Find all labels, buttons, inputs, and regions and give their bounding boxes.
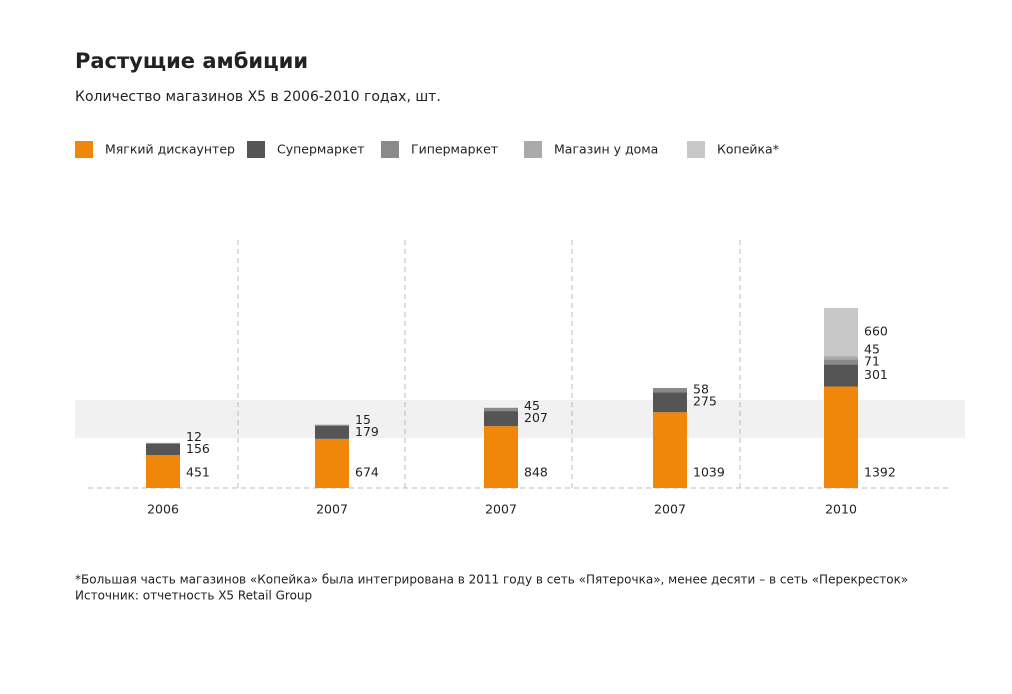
bar-segment bbox=[315, 425, 349, 439]
bar-segment bbox=[315, 438, 349, 488]
bar-segment bbox=[824, 308, 858, 357]
bar-segment bbox=[484, 411, 518, 427]
legend-label: Магазин у дома bbox=[554, 142, 658, 157]
bar-segment bbox=[146, 442, 180, 444]
value-label: 45 bbox=[864, 341, 880, 356]
value-label: 451 bbox=[186, 465, 210, 480]
value-label: 15 bbox=[355, 412, 371, 427]
x-tick-label: 2010 bbox=[825, 502, 857, 517]
bar-segment bbox=[146, 455, 180, 488]
value-label: 1392 bbox=[864, 465, 896, 480]
x-tick-label: 2007 bbox=[316, 502, 348, 517]
x-tick-label: 2007 bbox=[654, 502, 686, 517]
bar-segment bbox=[824, 356, 858, 360]
bar-segment bbox=[484, 407, 518, 412]
chart-title: Растущие амбиции bbox=[75, 49, 308, 73]
value-label: 848 bbox=[524, 465, 548, 480]
highlight-band bbox=[75, 400, 965, 438]
value-label: 12 bbox=[186, 429, 202, 444]
chart-subtitle: Количество магазинов X5 в 2006-2010 года… bbox=[75, 89, 441, 105]
x-tick-label: 2007 bbox=[485, 502, 517, 517]
bar-segment bbox=[824, 359, 858, 365]
footnote: *Большая часть магазинов «Копейка» была … bbox=[75, 573, 908, 587]
value-label: 179 bbox=[355, 424, 379, 439]
bar-segment bbox=[653, 412, 687, 488]
legend-label: Мягкий дискаунтер bbox=[105, 142, 235, 157]
bar-segment bbox=[653, 387, 687, 393]
value-label: 45 bbox=[524, 398, 540, 413]
value-label: 58 bbox=[693, 382, 709, 397]
legend-swatch bbox=[247, 141, 265, 158]
bar-segment bbox=[315, 424, 349, 426]
legend-label: Супермаркет bbox=[277, 142, 364, 157]
legend-label: Гипермаркет bbox=[411, 142, 498, 157]
value-label: 207 bbox=[524, 410, 548, 425]
x-tick-label: 2006 bbox=[147, 502, 179, 517]
legend-swatch bbox=[687, 141, 705, 158]
bar-segment bbox=[146, 443, 180, 456]
bar-segment bbox=[484, 426, 518, 488]
legend-label: Копейка* bbox=[717, 142, 779, 157]
footnote: Источник: отчетность X5 Retail Group bbox=[75, 589, 312, 603]
value-label: 660 bbox=[864, 324, 888, 339]
legend-swatch bbox=[381, 141, 399, 158]
bar-segment bbox=[824, 386, 858, 488]
legend-swatch bbox=[524, 141, 542, 158]
value-label: 71 bbox=[864, 353, 880, 368]
value-label: 156 bbox=[186, 441, 210, 456]
value-label: 301 bbox=[864, 367, 888, 382]
value-label: 1039 bbox=[693, 465, 725, 480]
value-label: 275 bbox=[693, 394, 717, 409]
bar-segment bbox=[824, 364, 858, 387]
bar-segment bbox=[653, 392, 687, 413]
value-label: 674 bbox=[355, 465, 379, 480]
legend-swatch bbox=[75, 141, 93, 158]
